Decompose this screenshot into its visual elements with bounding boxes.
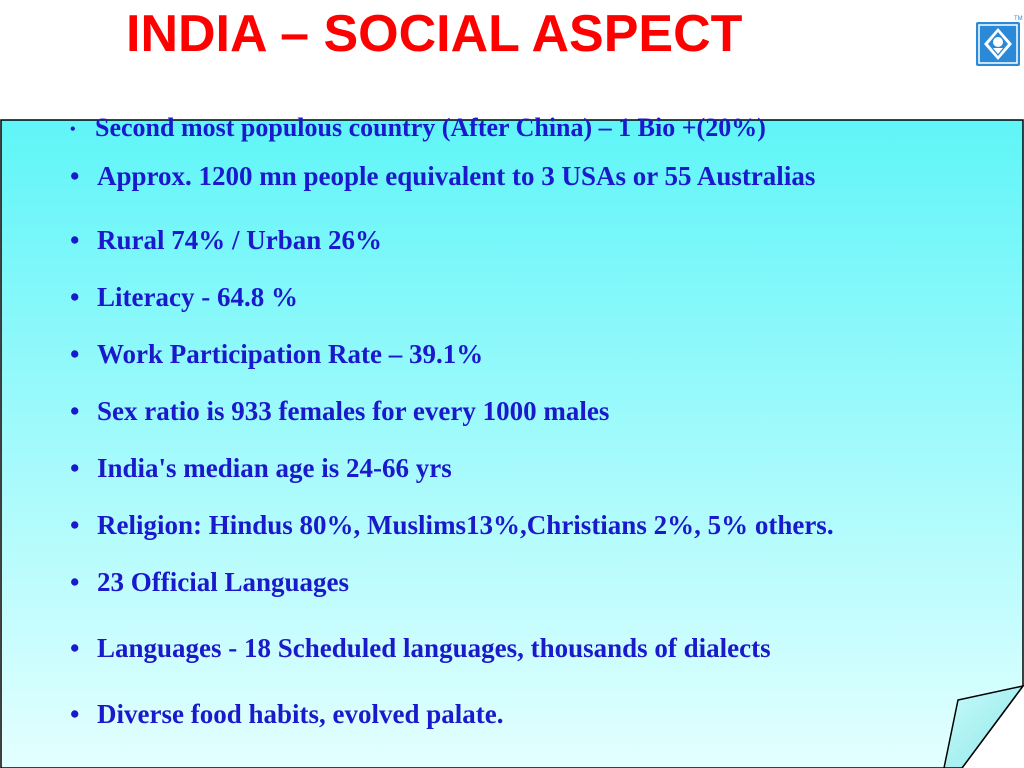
- bullet-item: • 23 Official Languages: [70, 566, 349, 598]
- bullet-text: Second most populous country (After Chin…: [95, 113, 766, 142]
- bullet-text: Diverse food habits, evolved palate.: [97, 699, 504, 729]
- bullet-item: • Languages - 18 Scheduled languages, tho…: [70, 632, 771, 664]
- bullet-marker: •: [70, 121, 76, 139]
- company-logo-icon: TM: [976, 16, 1023, 66]
- bullet-text: 23 Official Languages: [97, 567, 350, 597]
- bullet-item: • Sex ratio is 933 females for every 1000…: [70, 395, 609, 427]
- bullet-text: Religion: Hindus 80%, Muslims13%,Christi…: [97, 510, 834, 540]
- bullet-marker: •: [70, 633, 80, 663]
- bullet-marker: •: [70, 510, 80, 540]
- bullet-item: • Work Participation Rate – 39.1%: [70, 338, 483, 370]
- bullet-marker: •: [70, 453, 80, 483]
- bullet-marker: •: [70, 282, 80, 312]
- bullet-text: Literacy - 64.8 %: [97, 282, 298, 312]
- bullet-text: Languages - 18 Scheduled languages, thou…: [97, 633, 771, 663]
- trademark-mark: TM: [1014, 16, 1023, 22]
- bullet-text: Sex ratio is 933 females for every 1000 …: [97, 396, 610, 426]
- bullet-item: • Religion: Hindus 80%, Muslims13%,Christ…: [70, 509, 834, 541]
- bullet-text: Approx. 1200 mn people equivalent to 3 U…: [97, 161, 816, 191]
- bullet-text: Work Participation Rate – 39.1%: [97, 339, 484, 369]
- slide-title: INDIA – SOCIAL ASPECT: [126, 5, 743, 63]
- bullet-item: • Approx. 1200 mn people equivalent to 3 …: [70, 160, 815, 192]
- bullet-marker: •: [70, 396, 80, 426]
- bullet-item: • Literacy - 64.8 %: [70, 281, 298, 313]
- bullet-marker: •: [70, 339, 80, 369]
- bullet-marker: •: [70, 699, 80, 729]
- bullet-item: • Diverse food habits, evolved palate.: [70, 698, 503, 730]
- bullet-text: India's median age is 24-66 yrs: [97, 453, 452, 483]
- bullet-marker: •: [70, 567, 80, 597]
- bullet-item: • India's median age is 24-66 yrs: [70, 452, 452, 484]
- bullet-item: • Second most populous country (After Chi…: [70, 112, 766, 146]
- bullet-text: Rural 74% / Urban 26%: [97, 225, 383, 255]
- bullet-marker: •: [70, 161, 80, 191]
- bullet-item: • Rural 74% / Urban 26%: [70, 224, 382, 256]
- bullet-marker: •: [70, 225, 80, 255]
